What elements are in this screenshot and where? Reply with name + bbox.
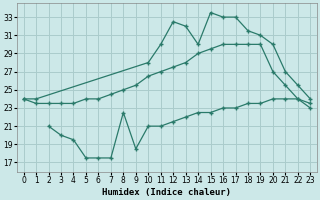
- X-axis label: Humidex (Indice chaleur): Humidex (Indice chaleur): [102, 188, 231, 197]
